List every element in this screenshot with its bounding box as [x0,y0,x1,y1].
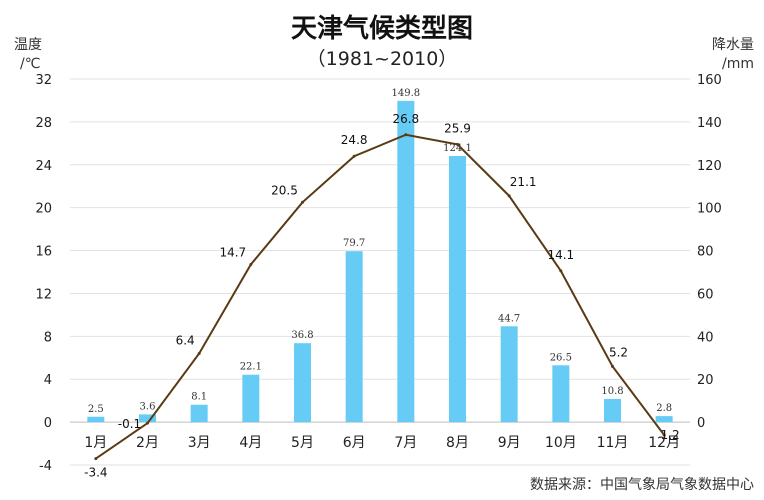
precipitation-bar [294,343,311,423]
temperature-label: 21.1 [510,175,537,189]
right-tick-label: 80 [697,245,714,260]
temperature-point [662,433,666,437]
precipitation-label: 36.8 [291,330,313,341]
left-tick-label: 4 [44,373,52,388]
temperature-label: 14.7 [219,245,246,259]
precipitation-bar [87,416,105,423]
precipitation-bar [552,365,570,423]
precipitation-bar [449,155,466,423]
precipitation-label: 149.8 [392,88,421,99]
chart-subtitle: （1981~2010） [306,48,458,70]
right-tick-label: 160 [697,73,722,88]
precipitation-label: 26.5 [550,352,572,363]
left-tick-label: -4 [39,459,52,474]
precipitation-bar [604,398,621,423]
temperature-line [95,133,665,460]
left-tick-label: 24 [35,159,52,174]
right-tick-label: 140 [697,116,722,131]
temperature-label: 1.2 [661,428,680,442]
month-label: 12月 [648,435,680,451]
right-tick-label: 120 [697,159,722,174]
temperature-point [456,142,459,146]
month-label: 5月 [291,435,314,451]
right-axis-title: 降水量 [712,37,754,53]
precipitation-bar [655,416,673,423]
temperature-point [611,364,614,368]
precipitation-label: 124.1 [443,143,472,154]
month-label: 6月 [343,435,366,451]
temperature-point [94,457,98,461]
temperature-point [404,133,408,137]
left-tick-label: 12 [35,287,52,302]
temperature-label: 25.9 [444,121,471,135]
temperature-point [301,200,304,204]
precipitation-label: 2.5 [88,404,104,415]
month-label: 4月 [239,435,262,451]
precipitation-bar [345,251,363,423]
temperature-label: 24.8 [341,133,368,147]
precipitation-label: 44.7 [498,313,520,324]
right-tick-label: 0 [697,416,705,431]
precipitation-bar [500,326,518,423]
temperature-point [352,154,356,158]
precipitation-label: 8.1 [191,392,207,403]
month-label: 1月 [84,435,107,451]
temperature-point [507,194,511,198]
temperature-label: -3.4 [84,466,107,480]
temperature-label: -0.1 [118,417,141,431]
left-axis-title: 温度 [14,37,42,53]
month-label: 8月 [446,435,469,451]
precipitation-label: 79.7 [343,238,365,249]
chart-title: 天津气候类型图 [290,14,473,44]
temperature-point [197,351,201,355]
right-axis-label: 降水量 /mm [712,36,754,74]
left-tick-label: 28 [35,116,52,131]
right-axis-unit: /mm [722,56,754,72]
month-label: 3月 [188,435,211,451]
temperature-label: 5.2 [609,345,628,359]
left-axis-unit: /℃ [20,56,41,72]
month-label: 7月 [394,435,417,451]
month-label: 9月 [498,435,521,451]
temperature-label: 14.1 [547,248,574,262]
precipitation-label: 10.8 [601,386,623,397]
data-source: 数据来源：中国气象局气象数据中心 [530,477,754,493]
temperature-label: 26.8 [392,112,419,126]
precipitation-bar [190,404,208,423]
precipitation-label: 2.8 [656,403,672,414]
left-tick-label: 16 [35,245,52,260]
temperature-label: 6.4 [176,333,195,347]
left-tick-label: 20 [35,202,52,217]
right-tick-label: 100 [697,202,722,217]
temperature-point [146,421,149,425]
precipitation-bar [242,374,260,423]
precipitation-label: 22.1 [240,362,262,373]
temperature-label: 20.5 [271,183,298,197]
left-tick-label: 0 [44,416,52,431]
month-label: 11月 [597,435,629,451]
precipitation-bar [139,414,156,423]
temperature-point [249,262,253,266]
right-tick-label: 40 [697,330,714,345]
temperature-point [559,269,563,273]
left-axis-label: 温度 /℃ [14,36,42,74]
right-tick-label: 60 [697,287,714,302]
left-tick-label: 32 [35,73,52,88]
month-label: 2月 [136,435,159,451]
left-tick-label: 8 [44,330,52,345]
month-label: 10月 [545,435,577,451]
precipitation-label: 3.6 [140,401,156,412]
right-tick-label: 20 [697,373,714,388]
precipitation-bar [397,100,415,423]
